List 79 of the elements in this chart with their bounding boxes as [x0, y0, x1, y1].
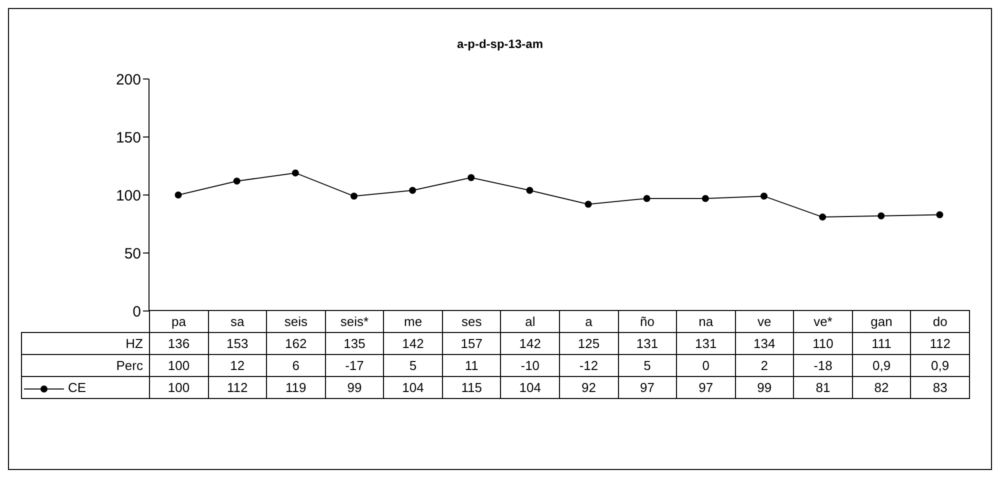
- point: [819, 214, 826, 221]
- text: 112: [930, 336, 950, 351]
- data-label: 99: [735, 376, 794, 398]
- point: [702, 194, 709, 202]
- data-label: 112: [208, 376, 267, 398]
- text: 100: [168, 358, 190, 373]
- point: [468, 174, 475, 182]
- x-tick-label: seis*: [325, 310, 384, 332]
- text: 5: [409, 358, 417, 373]
- point: [878, 212, 885, 220]
- data-label: 104: [384, 376, 442, 398]
- point: [174, 192, 182, 198]
- text: 0: [702, 358, 710, 373]
- text: 12: [230, 358, 245, 373]
- point: [643, 194, 650, 202]
- text: 142: [402, 336, 424, 351]
- data-label: 97: [618, 376, 677, 398]
- text: -10: [520, 358, 540, 373]
- text: 6: [292, 358, 300, 373]
- text: 131: [694, 336, 717, 351]
- x-tick-label: seis: [266, 310, 326, 332]
- x-tick-label: a: [559, 310, 618, 332]
- text: 162: [285, 336, 307, 351]
- y-tick-label: 50: [124, 245, 141, 262]
- text: 0,9: [872, 358, 891, 373]
- x-tick-label: gan: [852, 310, 911, 332]
- y-tick-label: 0: [132, 303, 141, 320]
- data-label: 83: [910, 376, 970, 398]
- x-tick-label: al: [500, 310, 560, 332]
- text: 2: [760, 358, 768, 373]
- text: 110: [812, 336, 834, 351]
- x-tick-label: ses: [442, 310, 501, 332]
- x-tick-label: ño: [618, 310, 677, 332]
- y-tick-label: 100: [116, 187, 141, 204]
- text: -18: [814, 358, 832, 373]
- text: 135: [344, 336, 366, 351]
- point: [526, 186, 534, 194]
- y-tick-label: 150: [116, 129, 141, 146]
- text: 0,9: [931, 358, 950, 373]
- text: 131: [636, 336, 658, 351]
- point: [584, 200, 592, 208]
- point: [760, 192, 768, 200]
- point: [936, 211, 944, 218]
- legend-label: HZ: [22, 332, 150, 354]
- text: 142: [519, 336, 541, 351]
- x-tick-label: pa: [150, 310, 208, 332]
- point: [292, 169, 299, 176]
- text: CE: [22, 376, 150, 398]
- x-tick-label: sa: [208, 310, 267, 332]
- text: 153: [226, 336, 248, 351]
- text: 111: [872, 336, 892, 351]
- x-tick-label: ve: [735, 310, 794, 332]
- data-label: 119: [266, 376, 326, 398]
- text: 134: [754, 336, 776, 351]
- chart-title: a-p-d-sp-13-am: [456, 37, 544, 51]
- text: 11: [464, 358, 478, 373]
- point: [233, 178, 240, 185]
- text: 136: [168, 336, 190, 351]
- data-label: 82: [852, 376, 911, 398]
- data-label: 115: [442, 376, 501, 398]
- text: -12: [579, 358, 598, 373]
- legend-label: Perc: [22, 354, 150, 376]
- point: [350, 192, 358, 200]
- data-label: 99: [325, 376, 384, 398]
- text: 125: [578, 336, 600, 351]
- x-tick-label: me: [384, 310, 442, 332]
- data-label: 97: [676, 376, 736, 398]
- x-tick-label: na: [676, 310, 736, 332]
- data-label: 92: [559, 376, 618, 398]
- x-tick-label: do: [910, 310, 970, 332]
- text: 5: [644, 358, 651, 373]
- data-label: 81: [794, 376, 852, 398]
- x-tick-label: ve*: [794, 310, 852, 332]
- y-tick-label: 200: [116, 71, 141, 88]
- data-label: 104: [500, 376, 560, 398]
- text: 157: [460, 336, 482, 351]
- point: [409, 186, 416, 194]
- text: -17: [345, 358, 364, 373]
- data-label: 100: [150, 376, 208, 398]
